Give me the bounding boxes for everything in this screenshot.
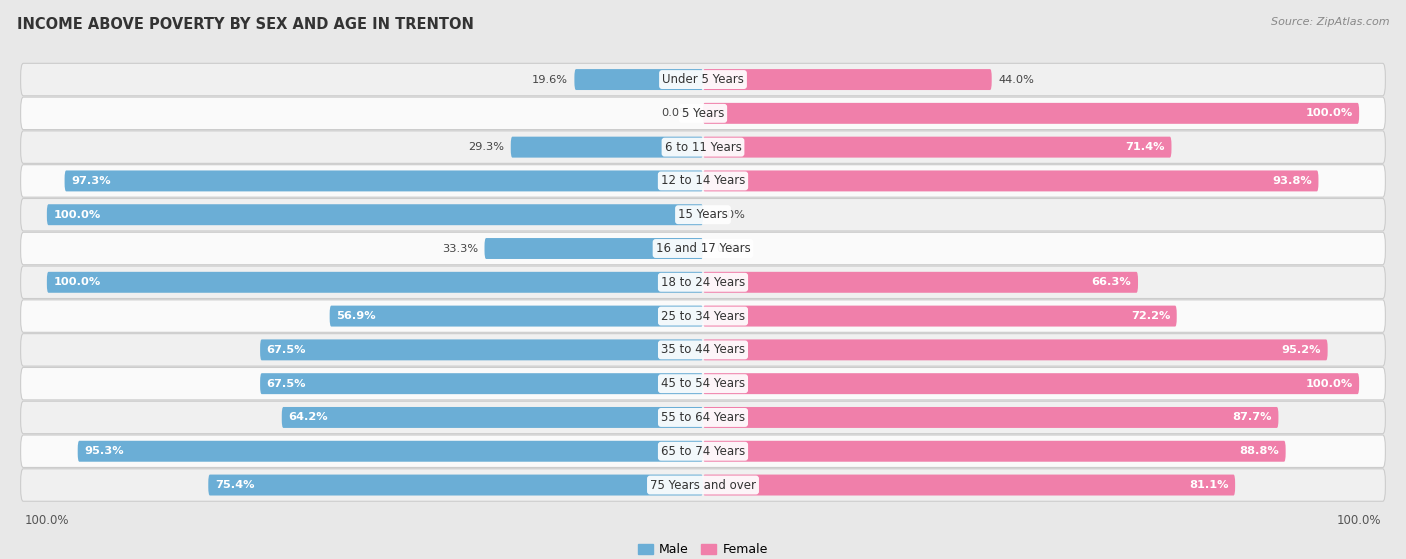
Text: 18 to 24 Years: 18 to 24 Years (661, 276, 745, 289)
FancyBboxPatch shape (281, 407, 703, 428)
Text: 100.0%: 100.0% (53, 277, 101, 287)
Text: 64.2%: 64.2% (288, 413, 328, 423)
FancyBboxPatch shape (703, 136, 1171, 158)
FancyBboxPatch shape (21, 131, 1385, 163)
FancyBboxPatch shape (703, 170, 1319, 191)
Text: 12 to 14 Years: 12 to 14 Years (661, 174, 745, 187)
FancyBboxPatch shape (21, 435, 1385, 467)
Text: Under 5 Years: Under 5 Years (662, 73, 744, 86)
Text: 71.4%: 71.4% (1125, 142, 1166, 152)
FancyBboxPatch shape (260, 339, 703, 361)
Text: 35 to 44 Years: 35 to 44 Years (661, 343, 745, 357)
Text: 95.2%: 95.2% (1282, 345, 1322, 355)
Text: 55 to 64 Years: 55 to 64 Years (661, 411, 745, 424)
FancyBboxPatch shape (21, 198, 1385, 231)
FancyBboxPatch shape (21, 165, 1385, 197)
FancyBboxPatch shape (703, 373, 1360, 394)
Text: 19.6%: 19.6% (531, 74, 568, 84)
FancyBboxPatch shape (575, 69, 703, 90)
Text: 67.5%: 67.5% (267, 345, 307, 355)
Text: 97.3%: 97.3% (72, 176, 111, 186)
Text: 75.4%: 75.4% (215, 480, 254, 490)
FancyBboxPatch shape (703, 339, 1327, 361)
Text: INCOME ABOVE POVERTY BY SEX AND AGE IN TRENTON: INCOME ABOVE POVERTY BY SEX AND AGE IN T… (17, 17, 474, 32)
Text: 16 and 17 Years: 16 and 17 Years (655, 242, 751, 255)
FancyBboxPatch shape (485, 238, 703, 259)
Legend: Male, Female: Male, Female (633, 538, 773, 559)
Text: 67.5%: 67.5% (267, 378, 307, 389)
FancyBboxPatch shape (65, 170, 703, 191)
Text: 75 Years and over: 75 Years and over (650, 479, 756, 491)
FancyBboxPatch shape (21, 233, 1385, 265)
FancyBboxPatch shape (21, 401, 1385, 434)
FancyBboxPatch shape (46, 272, 703, 293)
Text: 56.9%: 56.9% (336, 311, 375, 321)
FancyBboxPatch shape (21, 367, 1385, 400)
Text: 0.0%: 0.0% (716, 244, 745, 253)
FancyBboxPatch shape (510, 136, 703, 158)
FancyBboxPatch shape (21, 334, 1385, 366)
Text: Source: ZipAtlas.com: Source: ZipAtlas.com (1271, 17, 1389, 27)
Text: 100.0%: 100.0% (1305, 108, 1353, 119)
FancyBboxPatch shape (703, 407, 1278, 428)
Text: 45 to 54 Years: 45 to 54 Years (661, 377, 745, 390)
Text: 88.8%: 88.8% (1239, 446, 1279, 456)
Text: 0.0%: 0.0% (661, 108, 690, 119)
Text: 29.3%: 29.3% (468, 142, 505, 152)
Text: 44.0%: 44.0% (998, 74, 1035, 84)
Text: 100.0%: 100.0% (53, 210, 101, 220)
FancyBboxPatch shape (703, 441, 1285, 462)
Text: 6 to 11 Years: 6 to 11 Years (665, 141, 741, 154)
FancyBboxPatch shape (703, 475, 1234, 495)
Text: 95.3%: 95.3% (84, 446, 124, 456)
Text: 72.2%: 72.2% (1130, 311, 1170, 321)
Text: 100.0%: 100.0% (1305, 378, 1353, 389)
Text: 25 to 34 Years: 25 to 34 Years (661, 310, 745, 323)
FancyBboxPatch shape (329, 306, 703, 326)
Text: 0.0%: 0.0% (716, 210, 745, 220)
Text: 66.3%: 66.3% (1091, 277, 1132, 287)
Text: 65 to 74 Years: 65 to 74 Years (661, 445, 745, 458)
Text: 33.3%: 33.3% (441, 244, 478, 253)
FancyBboxPatch shape (703, 272, 1137, 293)
FancyBboxPatch shape (208, 475, 703, 495)
FancyBboxPatch shape (260, 373, 703, 394)
FancyBboxPatch shape (703, 69, 991, 90)
FancyBboxPatch shape (21, 469, 1385, 501)
Text: 93.8%: 93.8% (1272, 176, 1312, 186)
FancyBboxPatch shape (21, 97, 1385, 130)
Text: 5 Years: 5 Years (682, 107, 724, 120)
FancyBboxPatch shape (703, 306, 1177, 326)
Text: 87.7%: 87.7% (1233, 413, 1272, 423)
FancyBboxPatch shape (21, 266, 1385, 299)
Text: 15 Years: 15 Years (678, 208, 728, 221)
FancyBboxPatch shape (46, 204, 703, 225)
FancyBboxPatch shape (703, 103, 1360, 124)
FancyBboxPatch shape (21, 63, 1385, 96)
Text: 81.1%: 81.1% (1189, 480, 1229, 490)
FancyBboxPatch shape (77, 441, 703, 462)
FancyBboxPatch shape (21, 300, 1385, 332)
